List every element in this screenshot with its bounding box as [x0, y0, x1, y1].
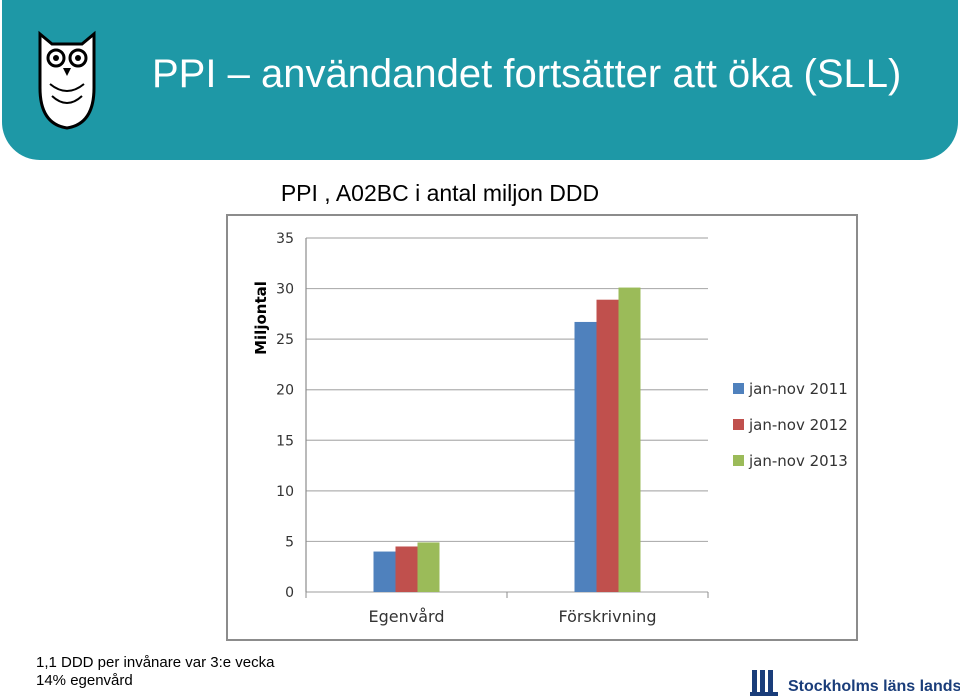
owl-logo-icon — [38, 30, 96, 130]
y-tick-label: 30 — [276, 282, 294, 298]
y-tick-label: 5 — [285, 534, 294, 550]
sll-logo-icon — [750, 670, 778, 696]
bar-chart: 0 5 10 15 20 25 30 35 Miljontal Egenvård Förskrivn… — [252, 231, 848, 626]
bar-1-1 — [596, 299, 619, 592]
legend-swatch-2 — [733, 455, 744, 466]
legend-swatch-0 — [733, 383, 744, 394]
header-bar: PPI – användandet fortsätter att öka (SL… — [2, 0, 958, 160]
legend-swatch-1 — [733, 419, 744, 430]
sll-logo-text: Stockholms läns landsting — [788, 678, 960, 695]
note-self-care-share: 14% egenvård — [36, 672, 133, 689]
legend-label-0: jan-nov 2011 — [748, 380, 848, 398]
y-tick-label: 15 — [276, 433, 294, 449]
bar-0-2 — [417, 542, 440, 592]
page-title: PPI – användandet fortsätter att öka (SL… — [152, 52, 902, 96]
note-ddd-per-capita: 1,1 DDD per invånare var 3:e vecka — [36, 654, 275, 671]
x-tick-label: Förskrivning — [559, 607, 657, 626]
bar-1-2 — [618, 287, 641, 592]
x-tick-label: Egenvård — [369, 607, 445, 626]
legend-label-2: jan-nov 2013 — [748, 452, 848, 470]
bar-1-0 — [574, 321, 597, 592]
y-tick-label: 25 — [276, 332, 294, 348]
y-tick-label: 0 — [285, 585, 294, 601]
y-axis-label: Miljontal — [252, 281, 270, 355]
y-tick-label: 20 — [276, 383, 294, 399]
legend-label-1: jan-nov 2012 — [748, 416, 848, 434]
chart-area: 0 5 10 15 20 25 30 35 Miljontal Egenvård Förskrivn… — [226, 214, 858, 641]
y-tick-label: 35 — [276, 231, 294, 247]
bar-0-1 — [395, 546, 418, 592]
bar-0-0 — [373, 551, 396, 592]
chart-title: PPI , A02BC i antal miljon DDD — [280, 180, 600, 206]
y-tick-label: 10 — [276, 484, 294, 500]
